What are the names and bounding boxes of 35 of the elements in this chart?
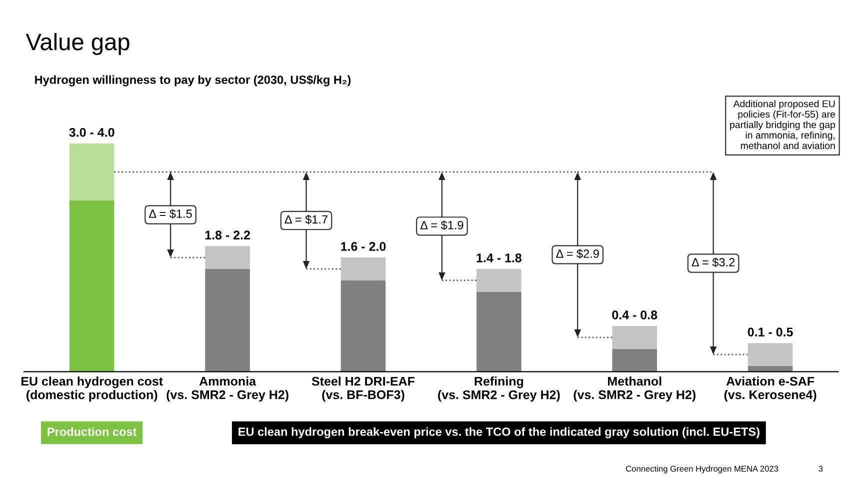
chart-subtitle: Hydrogen willingness to pay by sector (2030, US$/kg H₂) [35, 75, 351, 86]
text: 3 [818, 466, 823, 472]
bar [69, 143, 114, 200]
bar [748, 343, 793, 366]
text: Connecting Green Hydrogen MENA 2023 [626, 466, 778, 474]
annotation: Additional proposed EU policies (Fit-for-55) are partially bridging the gap in ammonia, refining, methanol and aviation [730, 100, 836, 150]
bar [205, 268, 250, 372]
bar [612, 326, 657, 349]
bar [612, 348, 657, 372]
x-tick-label: Steel H2 DRI-EAF (vs. BF-BOF3) [312, 376, 415, 402]
bar [205, 246, 250, 269]
x-tick-label: Methanol (vs. SMR2 - Grey H2) [574, 376, 696, 402]
bar [476, 292, 522, 372]
total-label: 1.8 - 2.2 [205, 230, 250, 240]
bar [340, 258, 386, 280]
text: EU clean hydrogen break-even price vs. the TCO of the indicated gray solution (incl. EU-ETS) [238, 427, 760, 438]
total-label: 0.4 - 0.8 [612, 310, 658, 320]
total-label: 3.0 - 4.0 [69, 128, 114, 137]
annotation: Δ = $3.2 [692, 258, 735, 268]
annotation: Δ = $1.7 [284, 214, 328, 224]
x-tick-label: Aviation e-SAF (vs. Kerosene4) [724, 376, 816, 402]
total-label: 1.6 - 2.0 [341, 242, 386, 251]
bar [340, 280, 386, 372]
annotation: Δ = $1.5 [149, 209, 192, 219]
x-tick-label: Ammonia (vs. SMR2 - Grey H2) [166, 376, 288, 402]
total-label: 0.1 - 0.5 [748, 328, 793, 336]
total-label: 1.4 - 1.8 [476, 253, 522, 262]
x-tick-label: EU clean hydrogen cost (domestic production) [21, 376, 163, 402]
bar [69, 200, 114, 372]
text: Production cost [48, 427, 137, 436]
annotation: Δ = $1.9 [420, 220, 464, 230]
bar [476, 268, 522, 292]
annotation: Δ = $2.9 [556, 249, 599, 259]
chart-title: Value gap [26, 33, 130, 56]
x-tick-label: Refining (vs. SMR2 - Grey H2) [438, 376, 560, 402]
